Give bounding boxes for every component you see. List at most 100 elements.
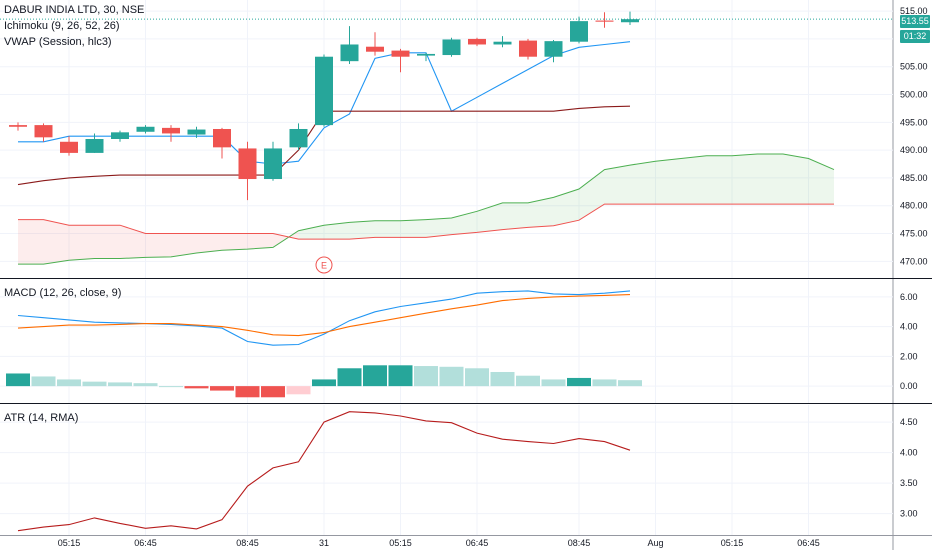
macd-tick-label: 6.00 [900, 292, 918, 302]
candle-body [9, 125, 27, 127]
candle-body [366, 46, 384, 52]
candle-body [60, 141, 78, 153]
cloud-segment [706, 155, 732, 205]
candle-body [468, 38, 486, 45]
vwap-legend[interactable]: VWAP (Session, hlc3) [4, 36, 112, 48]
candle-body [238, 148, 257, 180]
macd-histogram-bar [82, 381, 107, 387]
cloud-segment [120, 225, 146, 259]
macd-histogram-bar [312, 379, 336, 387]
price-tick-label: 470.00 [900, 256, 928, 266]
macd-histogram-bar [184, 386, 209, 389]
candle-body [621, 19, 639, 23]
macd-histogram-bar [210, 386, 234, 391]
candle-body [570, 21, 588, 42]
price-tick-label: 480.00 [900, 201, 928, 211]
macd-line-macd [17, 290, 631, 346]
cloud-segment [349, 220, 375, 240]
macd-tick-label: 4.00 [900, 322, 918, 332]
cloud-segment [604, 165, 630, 205]
time-tick-label: 05:15 [721, 538, 744, 548]
cloud-span-a [18, 153, 835, 265]
cloud-segment [145, 233, 171, 258]
cloud-segment [681, 155, 707, 205]
price-tick-label: 495.00 [900, 117, 928, 127]
macd-histogram-bar [6, 373, 30, 387]
macd-tick-label: 0.00 [900, 381, 918, 391]
cloud-segment [553, 189, 579, 226]
cloud-segment [528, 197, 554, 228]
macd-histogram-bar [490, 371, 515, 387]
cloud-segment [375, 220, 401, 238]
macd-histogram-bar [261, 386, 285, 398]
price-tick-label: 505.00 [900, 62, 928, 72]
candle-body [493, 41, 512, 45]
time-tick-label: 06:45 [466, 538, 489, 548]
macd-histogram-bar [363, 365, 387, 387]
cloud-segment [502, 202, 528, 230]
macd-histogram-bar [108, 382, 132, 387]
macd-tick-label: 2.00 [900, 351, 918, 361]
candle-body [595, 20, 614, 22]
countdown-tag: 01:32 [900, 30, 930, 43]
atr-line [17, 411, 631, 532]
macd-histogram-bar [618, 380, 642, 387]
candle-body [544, 41, 563, 57]
cloud-segment [69, 225, 95, 261]
cloud-segment [757, 154, 783, 205]
earnings-circle [315, 256, 333, 274]
candle-body [442, 39, 461, 56]
cloud-segment [94, 225, 120, 259]
time-tick-label: 08:45 [236, 538, 259, 548]
macd-histogram-bar [159, 386, 183, 388]
price-tick-label: 500.00 [900, 90, 928, 100]
cloud-segment [18, 219, 44, 265]
ichimoku-legend[interactable]: Ichimoku (9, 26, 52, 26) [4, 20, 120, 32]
price-tick-label: 475.00 [900, 229, 928, 239]
cloud-segment [808, 158, 834, 205]
macd-histogram-bar [31, 376, 56, 387]
cloud-segment [783, 154, 809, 205]
macd-legend[interactable]: MACD (12, 26, close, 9) [4, 287, 122, 299]
macd-histogram-bar [465, 368, 489, 387]
macd-histogram-bar [516, 375, 540, 387]
macd-histogram-bar [592, 379, 617, 387]
symbol-title: DABUR INDIA LTD, 30, NSE [4, 4, 145, 16]
candle-body [264, 148, 282, 180]
atr-legend[interactable]: ATR (14, RMA) [4, 412, 79, 424]
price-tick-label: 490.00 [900, 145, 928, 155]
cloud-segment [43, 219, 69, 265]
cloud-segment [400, 219, 426, 238]
cloud-segment [451, 211, 477, 235]
macd-histogram-bar [388, 365, 413, 387]
macd-histogram-bar [235, 386, 260, 398]
candle-body [417, 53, 435, 56]
candle-body [162, 127, 180, 134]
price-tick-label: 485.00 [900, 173, 928, 183]
cloud-segment [426, 217, 452, 238]
cloud-segment [477, 202, 503, 233]
cloud-segment [222, 233, 248, 251]
candle-body [111, 132, 129, 139]
cloud-span-b [18, 203, 834, 240]
time-tick-label: 05:15 [389, 538, 412, 548]
cloud-segment [732, 154, 758, 205]
candle-body [34, 125, 53, 138]
cloud-segment [298, 225, 324, 240]
candle-body [187, 129, 206, 135]
candle-body [289, 128, 308, 148]
time-tick-label: 08:45 [568, 538, 591, 548]
cloud-segment [196, 233, 222, 253]
candle-body [391, 50, 410, 57]
price-tick-label: 515.00 [900, 6, 928, 16]
macd-histogram-bar [414, 366, 438, 387]
candle-body [315, 56, 333, 126]
cloud-segment [247, 233, 273, 250]
time-tick-label: 31 [319, 538, 329, 548]
candle-body [519, 40, 537, 57]
time-tick-label: 05:15 [58, 538, 81, 548]
atr-tick-label: 4.50 [900, 417, 918, 427]
cloud-segment [655, 158, 681, 205]
